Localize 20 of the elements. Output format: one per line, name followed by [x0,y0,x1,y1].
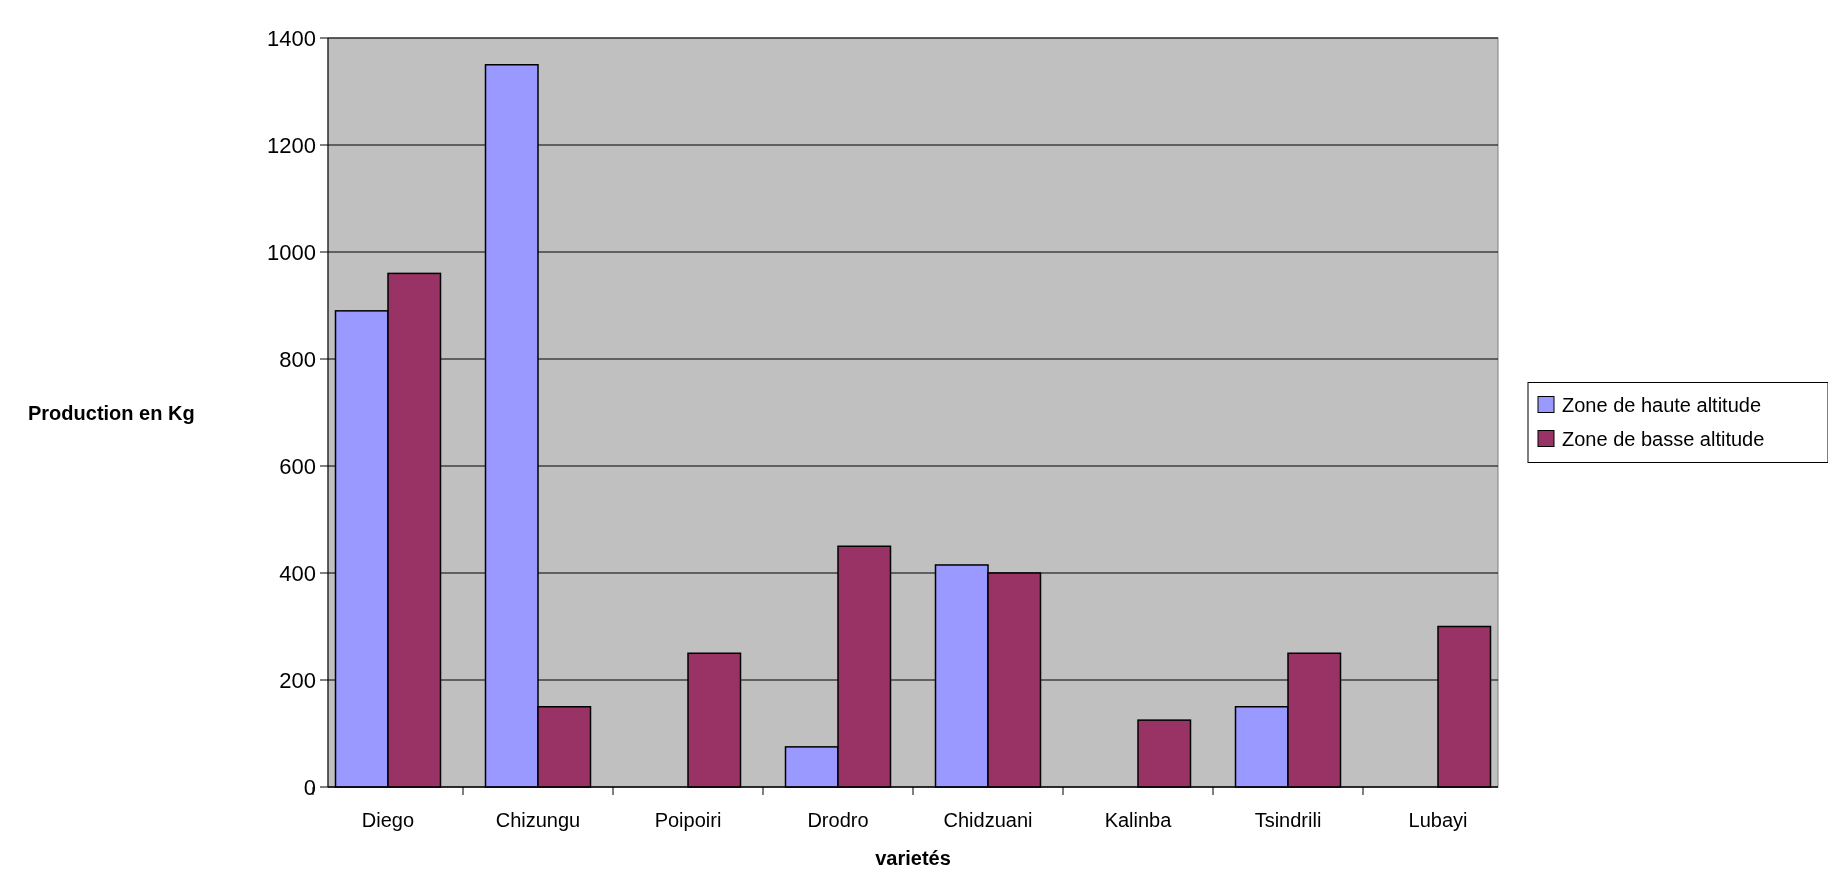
x-tick-label: Chidzuani [943,809,1033,831]
x-axis-title: varietés [875,847,951,869]
y-tick-label: 0 [303,774,316,800]
legend-label: Zone de basse altitude [1562,427,1765,450]
x-tick-label: Kalinba [1104,809,1173,831]
x-tick-label: Diego [361,809,415,831]
x-tick-label: Chizungu [495,809,581,831]
y-tick-label: 1000 [267,239,316,265]
y-axis-title: Production en Kg [28,401,195,424]
x-tick-label: Lubayi [1408,809,1468,831]
y-tick-label: 600 [279,453,316,479]
y-tick-label: 1200 [267,132,316,158]
y-tick-label: 400 [279,560,316,586]
x-tick-label: Poipoiri [654,809,722,831]
y-tick-label: 200 [279,667,316,693]
y-tick-label: 800 [279,346,316,372]
x-tick-label: Tsindrili [1254,809,1322,831]
x-tick-label: Drodro [807,809,869,831]
y-tick-label: 1400 [267,25,316,51]
legend-label: Zone de haute altitude [1562,393,1762,416]
